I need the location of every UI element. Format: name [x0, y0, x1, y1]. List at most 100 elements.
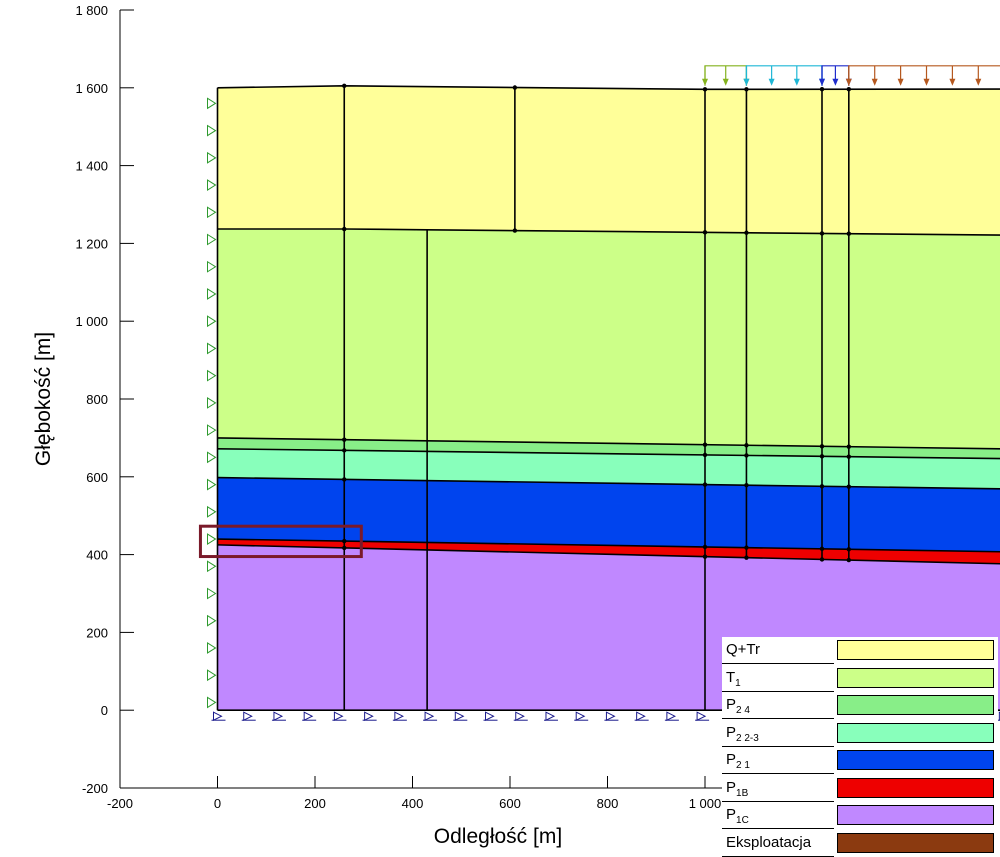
support-base-icon: [424, 711, 435, 722]
load-arrow-icon: [722, 78, 729, 86]
node: [819, 231, 825, 236]
legend-swatch: [837, 805, 994, 825]
legend-swatch: [837, 722, 994, 743]
legend-swatch: [837, 777, 994, 798]
legend-swatch: [837, 667, 994, 688]
support-left-icon: [207, 124, 217, 137]
support-left-icon: [207, 424, 217, 437]
y-tick-label: 0: [101, 703, 108, 718]
node: [846, 484, 852, 489]
node: [846, 444, 852, 449]
layer-boundary-6: [217, 544, 1000, 565]
node: [819, 484, 825, 489]
y-tick-label: 1 600: [75, 81, 108, 96]
highlight-box: [198, 524, 363, 559]
support-base-icon: [454, 711, 465, 722]
legend-label-sub: 1B: [736, 787, 749, 799]
load-arrow-icon: [768, 78, 775, 86]
support-base-icon: [545, 711, 556, 722]
layer-boundary-0: [217, 85, 1000, 91]
legend-label-main: Q+Tr: [726, 641, 761, 658]
legend-label-sub: 2 1: [736, 760, 750, 771]
layer-boundary-4: [217, 476, 1000, 490]
layer-boundary-5: [217, 538, 1000, 553]
y-tick-label: 800: [86, 392, 108, 407]
legend-divider: [722, 718, 834, 719]
node: [702, 452, 708, 458]
legend-label: P2 1: [726, 751, 832, 771]
layer-boundary-1: [217, 228, 1000, 236]
y-tick-label: 400: [86, 548, 108, 563]
support-base-icon: [515, 711, 525, 722]
support-base-icon: [273, 711, 284, 722]
load-arrow-icon: [871, 78, 878, 86]
legend-label: Eksploatacja: [726, 834, 832, 851]
x-tick-label: -200: [107, 796, 133, 811]
support-base-icon: [394, 711, 404, 722]
load-arrow-icon: [702, 78, 708, 86]
node: [702, 554, 708, 559]
support-base-icon: [666, 711, 676, 722]
load-arrow-icon: [949, 78, 956, 86]
node: [846, 231, 852, 236]
support-base-icon: [485, 711, 495, 722]
legend-label-main: P: [726, 723, 737, 741]
node: [342, 448, 347, 453]
support-left-icon: [207, 369, 217, 382]
legend-label-sub: 2 2-3: [736, 732, 759, 744]
legend-label-sub: 1: [735, 677, 741, 689]
x-tick-label: 400: [402, 796, 424, 811]
y-tick-label: 1 800: [75, 3, 108, 18]
support-left-icon: [207, 505, 217, 518]
y-tick-label: 200: [86, 625, 108, 640]
support-left-icon: [207, 233, 217, 246]
support-left-icon: [207, 696, 217, 709]
node: [846, 557, 852, 563]
load-arrow-icon: [832, 78, 839, 86]
legend-divider: [722, 745, 834, 747]
legend-label: T1: [726, 669, 832, 689]
legend-item: P2 2-3: [722, 720, 998, 747]
x-tick-label: 0: [214, 796, 221, 811]
support-base-icon: [605, 711, 616, 722]
legend-item: T1: [722, 665, 998, 692]
layer-p2-1: [217, 477, 1000, 552]
support-base-icon: [636, 711, 646, 722]
layer-boundary-3: [217, 447, 1000, 460]
layer-q-tr: [217, 85, 1000, 236]
support-base-icon: [696, 711, 707, 722]
legend: Q+Tr T1 P2 4 P2 2-3 P2 1 P1B P1C Eksploatacja: [722, 637, 998, 857]
y-tick-label: 1 400: [75, 159, 108, 174]
node: [342, 226, 347, 232]
support-left-icon: [207, 396, 217, 409]
node: [744, 453, 749, 458]
node: [819, 557, 825, 562]
node: [512, 228, 518, 233]
load-arrow-icon: [819, 78, 825, 86]
node: [846, 454, 852, 459]
support-left-icon: [207, 151, 217, 164]
support-left-icon: [207, 451, 217, 464]
legend-label: P1C: [726, 806, 832, 826]
legend-item: P1C: [722, 802, 998, 829]
legend-swatch: [837, 695, 994, 715]
legend-swatch: [837, 640, 994, 660]
node: [819, 454, 825, 459]
legend-label: Q+Tr: [726, 641, 832, 658]
layer-p2-2-3: [217, 448, 1000, 489]
load-frame-1: [745, 65, 823, 86]
support-left-icon: [207, 533, 217, 545]
load-arrow-icon: [975, 78, 982, 86]
legend-label-main: P: [726, 751, 737, 768]
support-left-icon: [207, 206, 217, 219]
support-left-icon: [207, 587, 217, 600]
legend-item: P2 1: [722, 747, 998, 774]
support-left-icon: [207, 97, 217, 110]
y-tick-label: 1 000: [75, 314, 108, 329]
legend-item: P2 4: [722, 692, 998, 719]
legend-label-main: P: [726, 806, 737, 823]
support-left-icon: [207, 642, 217, 654]
node: [846, 86, 852, 92]
node: [702, 442, 708, 447]
x-tick-label: 1 000: [689, 796, 722, 811]
